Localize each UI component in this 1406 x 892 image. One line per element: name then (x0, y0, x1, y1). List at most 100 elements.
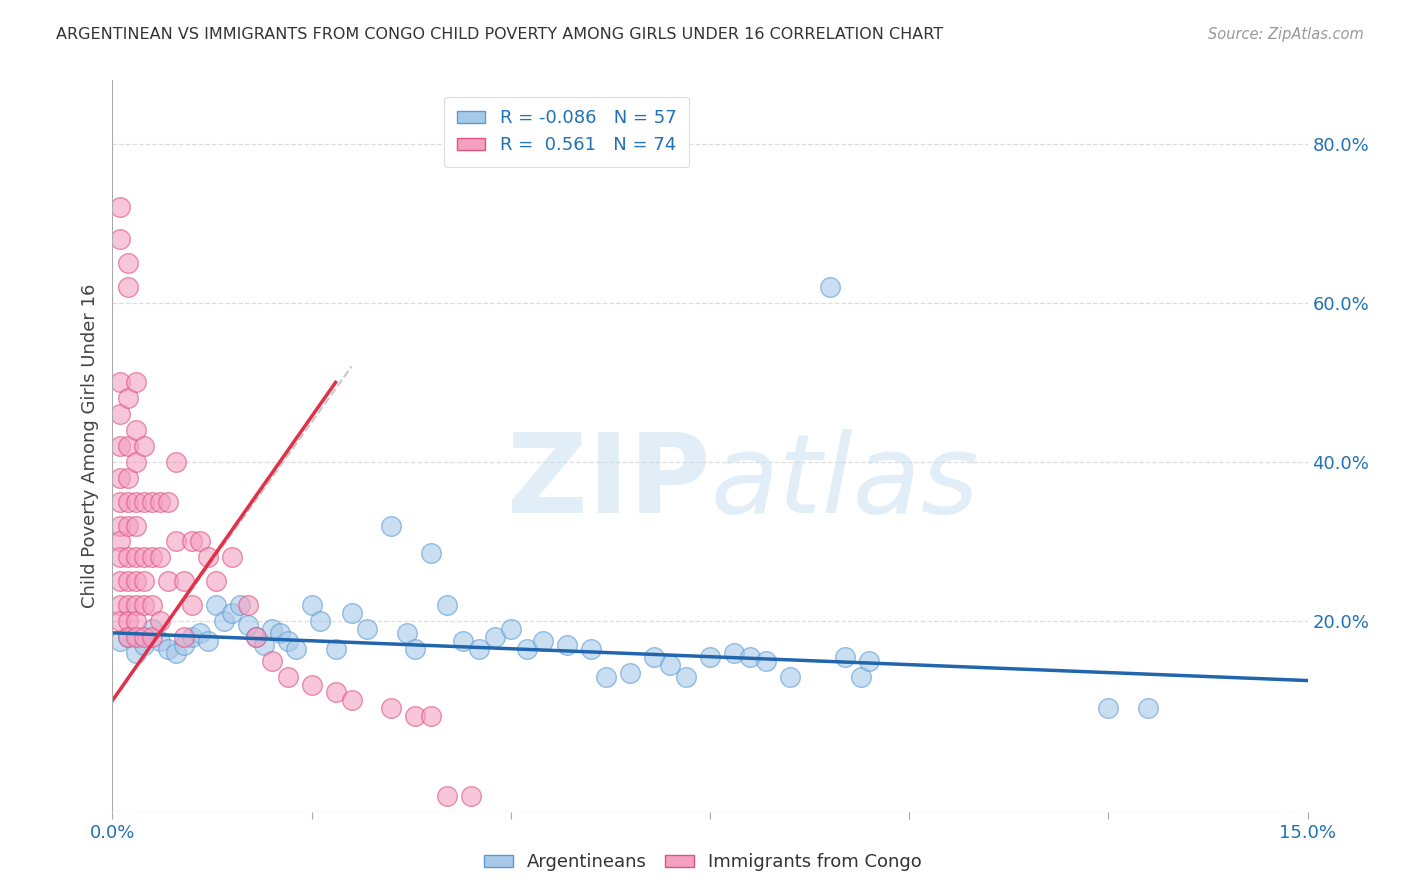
Point (284, 641, 307, 656)
Point (253, 638, 276, 652)
Point (125, 614, 148, 628)
Point (110, 407, 132, 421)
Point (125, 518, 148, 533)
Point (675, 669, 697, 683)
Point (723, 646, 745, 660)
Point (134, 550, 156, 565)
Point (165, 534, 187, 549)
Point (451, 633, 474, 648)
Point (221, 606, 243, 620)
Text: atlas: atlas (710, 429, 979, 536)
Point (110, 614, 132, 628)
Point (404, 709, 426, 723)
Point (125, 423, 148, 437)
Point (157, 641, 180, 656)
Point (380, 701, 402, 715)
Point (380, 518, 402, 533)
Point (197, 633, 219, 648)
Point (1097, 701, 1119, 715)
Point (134, 630, 156, 644)
Point (340, 693, 363, 707)
Point (834, 649, 856, 664)
Point (245, 630, 267, 644)
Point (141, 550, 163, 565)
Point (110, 550, 132, 565)
Point (404, 641, 426, 656)
Point (851, 669, 873, 683)
Point (436, 789, 458, 803)
Point (484, 630, 506, 644)
Point (134, 574, 156, 589)
Point (110, 633, 132, 648)
Point (212, 614, 235, 628)
Point (117, 614, 139, 628)
Point (499, 622, 522, 636)
Point (301, 677, 323, 691)
Point (460, 789, 482, 803)
Point (149, 614, 172, 628)
Point (205, 598, 228, 612)
Point (173, 574, 195, 589)
Point (117, 550, 139, 565)
Point (221, 550, 243, 565)
Point (269, 625, 291, 640)
Point (125, 494, 148, 508)
Point (818, 280, 841, 294)
Point (579, 641, 602, 656)
Point (245, 630, 267, 644)
Point (134, 439, 156, 453)
Point (117, 598, 139, 612)
Point (531, 633, 554, 648)
Point (110, 471, 132, 485)
Point (110, 518, 132, 533)
Point (420, 709, 443, 723)
Point (325, 685, 347, 699)
Point (181, 534, 204, 549)
Point (110, 534, 132, 549)
Point (260, 622, 283, 636)
Point (134, 494, 156, 508)
Point (738, 649, 761, 664)
Point (149, 633, 172, 648)
Point (110, 494, 132, 508)
Point (117, 439, 139, 453)
Point (125, 376, 148, 390)
Point (755, 654, 778, 668)
Point (141, 630, 163, 644)
Point (340, 606, 363, 620)
Point (165, 455, 187, 469)
Point (699, 649, 721, 664)
Point (188, 625, 211, 640)
Text: ARGENTINEAN VS IMMIGRANTS FROM CONGO CHILD POVERTY AMONG GIRLS UNDER 16 CORRELAT: ARGENTINEAN VS IMMIGRANTS FROM CONGO CHI… (56, 27, 943, 42)
Point (117, 630, 139, 644)
Point (236, 598, 259, 612)
Point (117, 574, 139, 589)
Point (325, 641, 347, 656)
Point (157, 574, 180, 589)
Point (125, 630, 148, 644)
Point (117, 494, 139, 508)
Point (205, 574, 228, 589)
Point (125, 455, 148, 469)
Point (468, 641, 491, 656)
Point (117, 518, 139, 533)
Point (110, 598, 132, 612)
Point (134, 598, 156, 612)
Point (260, 654, 283, 668)
Point (117, 392, 139, 406)
Point (555, 638, 578, 652)
Point (396, 625, 419, 640)
Point (779, 669, 801, 683)
Point (110, 574, 132, 589)
Point (125, 550, 148, 565)
Point (420, 546, 443, 560)
Point (188, 534, 211, 549)
Legend: R = -0.086   N = 57, R =  0.561   N = 74: R = -0.086 N = 57, R = 0.561 N = 74 (444, 96, 689, 167)
Point (149, 550, 172, 565)
Point (236, 618, 259, 632)
Y-axis label: Child Poverty Among Girls Under 16: Child Poverty Among Girls Under 16 (80, 284, 98, 608)
Point (117, 630, 139, 644)
Point (149, 494, 172, 508)
Point (308, 614, 330, 628)
Point (1137, 701, 1160, 715)
